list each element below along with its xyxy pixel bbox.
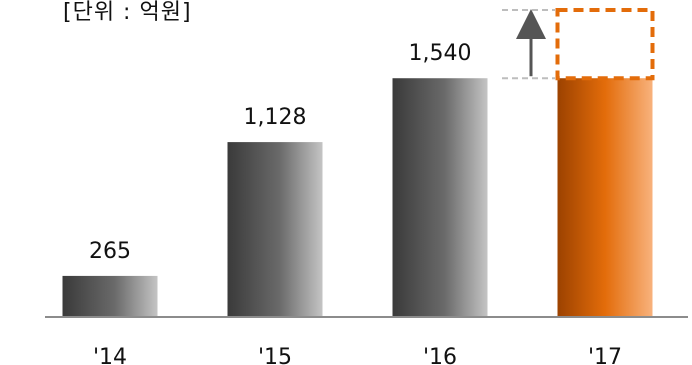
x-tick-label: '17 [588, 345, 622, 365]
value-label: 265 [89, 239, 131, 264]
value-label: 1,128 [244, 105, 307, 130]
bar-16 [392, 78, 488, 317]
x-tick-label: '14 [93, 345, 127, 365]
unit-label: [단위 : 억원] [63, 0, 192, 25]
x-tick-label: '15 [258, 345, 292, 365]
bar-15 [227, 142, 323, 317]
bar-17 [557, 78, 653, 317]
x-tick-label: '16 [423, 345, 457, 365]
value-label: 1,540 [409, 41, 472, 66]
bar-14 [62, 275, 158, 317]
projected-increase-outline [555, 8, 655, 81]
